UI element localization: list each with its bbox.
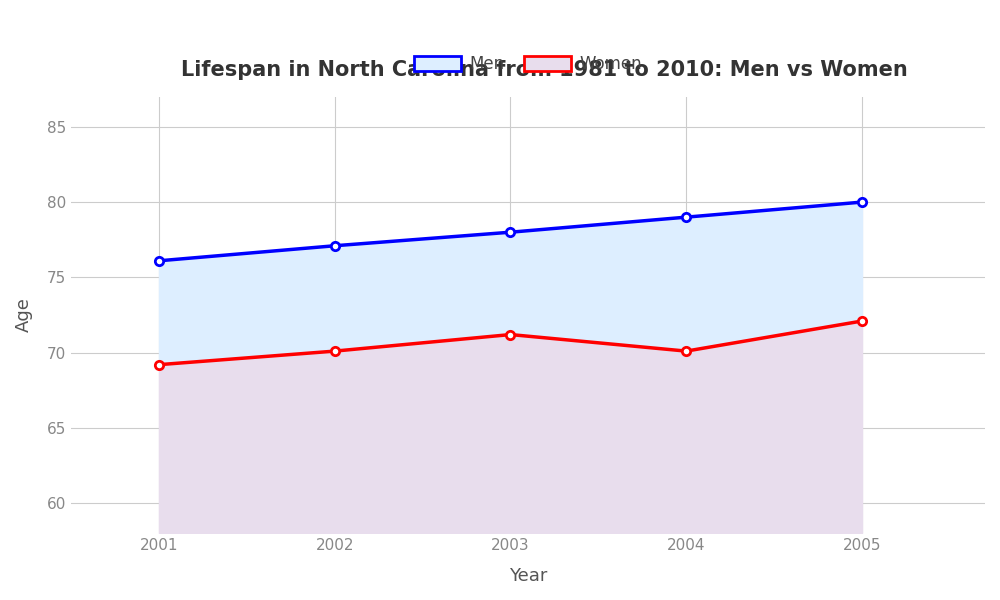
Legend: Men, Women: Men, Women — [408, 49, 649, 80]
Text: Lifespan in North Carolina from 1981 to 2010: Men vs Women: Lifespan in North Carolina from 1981 to … — [181, 60, 908, 80]
Y-axis label: Age: Age — [15, 298, 33, 332]
X-axis label: Year: Year — [509, 567, 547, 585]
